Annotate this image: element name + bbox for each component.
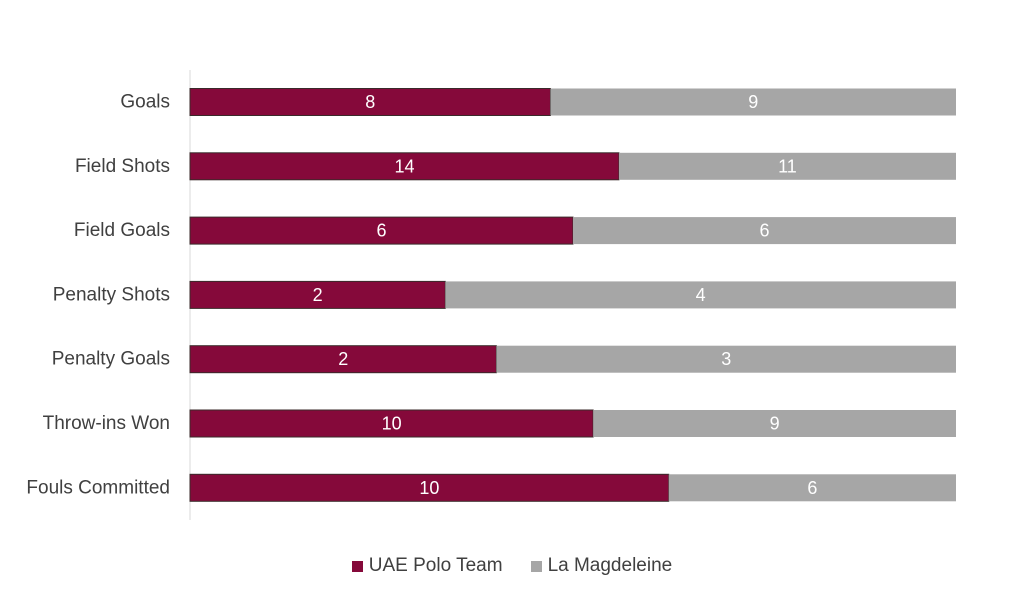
category-label: Penalty Shots: [53, 284, 170, 305]
data-label-series-2: 3: [721, 349, 731, 369]
data-label-series-1: 10: [382, 414, 402, 434]
category-label: Field Shots: [75, 156, 170, 177]
category-label: Goals: [120, 92, 170, 113]
data-label-series-2: 6: [759, 221, 769, 241]
bar-segment-series-1[interactable]: [189, 216, 574, 245]
bar-segment-series-1[interactable]: [189, 473, 670, 502]
category-label: Fouls Committed: [26, 477, 170, 498]
legend-swatch-series-1: [351, 560, 363, 572]
legend: UAE Polo Team La Magdeleine: [0, 555, 1024, 577]
data-label-series-1: 2: [313, 285, 323, 305]
bar-segment-series-1[interactable]: [189, 409, 594, 438]
category-label: Penalty Goals: [52, 349, 170, 370]
legend-item-series-1[interactable]: UAE Polo Team: [351, 555, 503, 577]
data-label-series-2: 9: [770, 414, 780, 434]
bar-segment-series-1[interactable]: [189, 280, 446, 309]
data-label-series-1: 10: [419, 478, 439, 498]
legend-item-series-2[interactable]: La Magdeleine: [530, 555, 673, 577]
legend-label-series-2: La Magdeleine: [547, 555, 673, 576]
bar-segment-series-2[interactable]: [593, 410, 956, 437]
bar-segment-series-2[interactable]: [550, 88, 956, 116]
data-label-series-2: 4: [696, 285, 706, 305]
bar-segment-series-1[interactable]: [189, 152, 620, 181]
data-label-series-1: 14: [394, 156, 414, 176]
bar-segment-series-2[interactable]: [573, 217, 956, 245]
data-label-series-2: 11: [778, 156, 797, 176]
bar-segment-series-2[interactable]: [445, 281, 956, 309]
data-label-series-1: 6: [376, 221, 386, 241]
bar-segment-series-1[interactable]: [189, 345, 497, 374]
category-label: Throw-ins Won: [43, 413, 170, 434]
category-label: Field Goals: [74, 220, 170, 241]
data-label-series-1: 2: [338, 349, 348, 369]
bar-segment-series-2[interactable]: [496, 345, 956, 373]
data-label-series-1: 8: [365, 92, 375, 112]
bar-segment-series-2[interactable]: [668, 474, 956, 502]
legend-swatch-series-2: [530, 560, 542, 572]
data-label-series-2: 9: [748, 92, 758, 112]
legend-label-series-1: UAE Polo Team: [368, 555, 503, 576]
data-label-series-2: 6: [807, 478, 817, 498]
bar-segment-series-2[interactable]: [618, 152, 956, 180]
